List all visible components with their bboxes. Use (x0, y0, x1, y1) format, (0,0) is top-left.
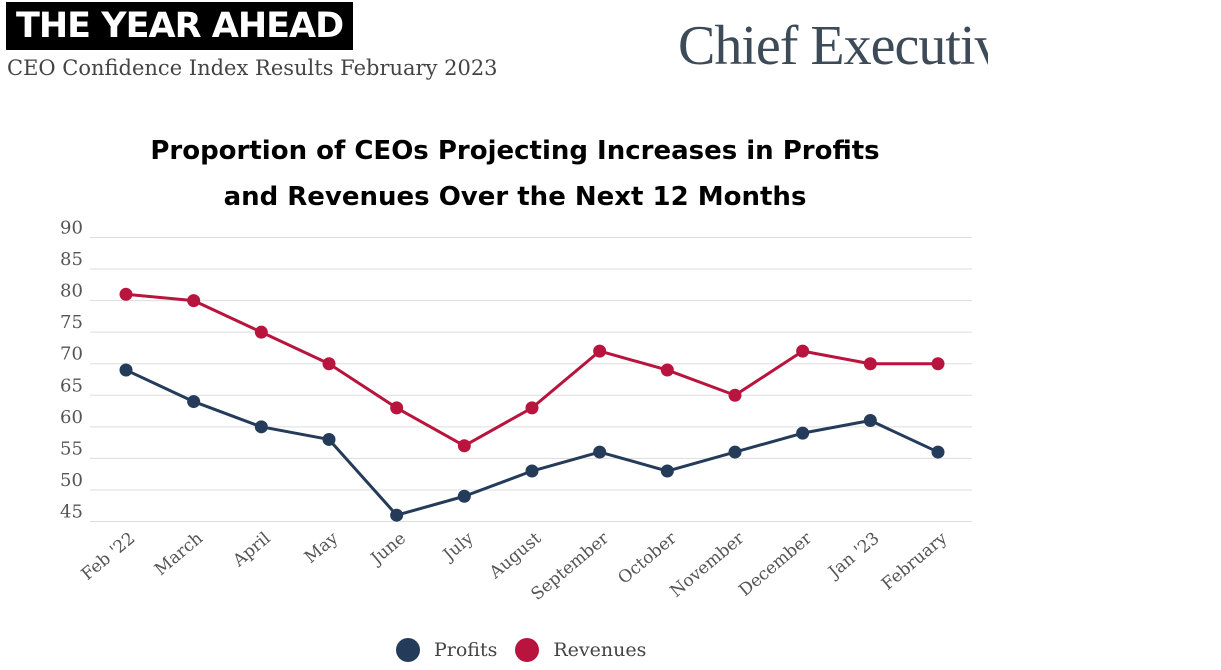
x-tick-label: June (366, 529, 410, 571)
data-point-profits (660, 464, 674, 478)
y-tick-label: 65 (60, 375, 83, 396)
data-point-profits (322, 432, 336, 446)
data-point-profits (728, 445, 742, 459)
chart-legend: Profits Revenues (396, 638, 664, 662)
y-tick-label: 45 (60, 502, 83, 523)
x-tick-label: August (485, 528, 545, 583)
data-point-revenues (457, 439, 471, 453)
legend-label-revenues: Revenues (553, 639, 647, 661)
data-point-profits (119, 363, 133, 377)
x-tick-label: July (438, 528, 478, 566)
x-tick-label: Feb '22 (78, 529, 140, 585)
legend-marker-revenues (515, 638, 540, 662)
data-point-profits (863, 414, 877, 428)
data-point-revenues (931, 357, 945, 371)
data-point-profits (593, 445, 607, 459)
series-line-profits (125, 368, 939, 517)
data-point-profits (796, 426, 810, 440)
x-tick-label: May (301, 528, 343, 567)
y-tick-label: 55 (60, 438, 83, 459)
data-point-revenues (187, 294, 201, 308)
chart-title-line-1: Proportion of CEOs Projecting Increases … (150, 136, 880, 166)
y-tick-label: 80 (60, 281, 83, 302)
x-tick-label: March (151, 528, 207, 579)
x-tick-label: November (666, 528, 748, 602)
data-point-revenues (796, 344, 810, 358)
y-tick-label: 50 (60, 470, 83, 491)
x-tick-label: April (229, 529, 275, 572)
data-point-profits (390, 508, 404, 522)
legend-item-profits[interactable]: Profits (396, 638, 497, 662)
data-point-profits (187, 395, 201, 409)
data-point-revenues (525, 401, 539, 415)
y-tick-label: 85 (60, 249, 83, 270)
header-banner: THE YEAR AHEAD (6, 2, 354, 50)
y-tick-label: 90 (60, 218, 83, 239)
data-point-profits (254, 420, 268, 434)
data-point-revenues (119, 287, 133, 301)
header-subtitle: CEO Confidence Index Results February 20… (7, 56, 498, 80)
data-point-revenues (660, 363, 674, 377)
brand-logo: Chief Executive (678, 15, 988, 77)
data-point-revenues (728, 388, 742, 402)
chart-title-line-2: and Revenues Over the Next 12 Months (223, 182, 807, 212)
x-tick-label: October (614, 528, 681, 589)
x-tick-label: Jan '23 (823, 529, 883, 584)
data-point-revenues (254, 325, 268, 339)
data-point-revenues (390, 401, 404, 415)
data-point-revenues (322, 357, 336, 371)
y-tick-label: 70 (60, 344, 83, 365)
data-point-profits (931, 445, 945, 459)
legend-marker-profits (396, 638, 420, 662)
y-tick-label: 60 (60, 407, 83, 428)
data-point-revenues (593, 344, 607, 358)
data-point-profits (457, 489, 471, 503)
y-tick-label: 75 (60, 312, 83, 333)
data-point-profits (525, 464, 539, 478)
legend-label-profits: Profits (434, 639, 498, 661)
x-tick-label: December (735, 528, 816, 601)
x-tick-label: February (878, 528, 951, 594)
data-point-revenues (863, 357, 877, 371)
legend-item-revenues[interactable]: Revenues (515, 638, 646, 662)
